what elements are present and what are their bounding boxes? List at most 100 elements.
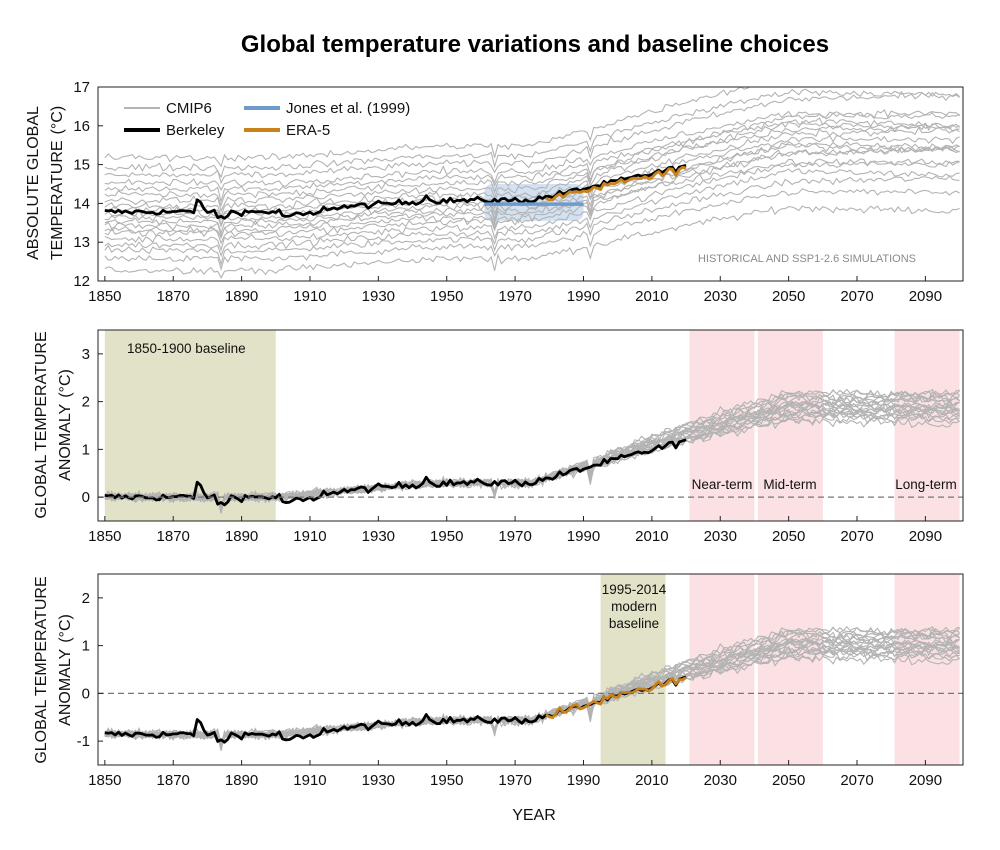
cmip6-series-17 — [104, 90, 960, 185]
x-tick-label: 1890 — [225, 528, 258, 545]
axes-frame — [97, 86, 964, 282]
y-tick-label: 2 — [82, 394, 90, 411]
y-tick-label: 12 — [73, 273, 90, 290]
x-tick-label: 1870 — [157, 288, 190, 305]
x-tick-label: 1970 — [498, 528, 531, 545]
term-shade-2 — [894, 574, 960, 765]
cmip6-series-3 — [104, 168, 960, 258]
x-tick-label: 1910 — [293, 528, 326, 545]
y-tick-label: 0 — [82, 489, 90, 506]
y-axis-label-line1: ABSOLUTE GLOBAL — [25, 106, 42, 260]
era5-series — [545, 676, 687, 720]
berkeley-series — [104, 438, 687, 507]
x-tick-label: 1890 — [225, 288, 258, 305]
legend-label-jones: Jones et al. (1999) — [286, 100, 410, 117]
x-tick-label: 1910 — [293, 288, 326, 305]
cmip6-series-2 — [104, 175, 960, 267]
x-tick-label: 2030 — [704, 528, 737, 545]
near-term-label: Near-term — [692, 477, 753, 492]
cmip6-series-19 — [104, 87, 751, 168]
x-tick-label: 1990 — [567, 288, 600, 305]
tick-labels: 1850 1870 1890 1910 1930 1950 1970 1990 2010 2030… — [73, 79, 942, 305]
era5-series — [545, 165, 687, 202]
modern-baseline-label-line2: modern — [611, 599, 657, 614]
x-tick-label: 2010 — [635, 528, 668, 545]
tick-labels: 1850 1870 1890 1910 1930 1950 1970 1990 2010 2030… — [77, 590, 942, 789]
simulation-note: HISTORICAL AND SSP1-2.6 SIMULATIONS — [698, 253, 916, 265]
x-tick-label: 2070 — [840, 772, 873, 789]
x-tick-label: 1870 — [157, 528, 190, 545]
shaded-regions — [104, 330, 960, 521]
x-tick-label: 2090 — [909, 772, 942, 789]
x-tick-label: 2090 — [909, 288, 942, 305]
y-tick-label: 16 — [73, 118, 90, 135]
x-tick-label: 1950 — [430, 772, 463, 789]
mid-term-label: Mid-term — [763, 477, 816, 492]
baseline-label: 1850-1900 baseline — [127, 341, 246, 356]
cmip6-series-6 — [104, 141, 960, 240]
x-tick-label: 1890 — [225, 772, 258, 789]
x-tick-label: 1930 — [362, 772, 395, 789]
cmip6-series-1 — [104, 188, 960, 271]
y-tick-label: 14 — [73, 195, 90, 212]
x-tick-label: 1930 — [362, 288, 395, 305]
cmip6-series-4 — [104, 160, 960, 252]
observation-lines — [104, 675, 687, 744]
plot-border — [97, 329, 964, 522]
y-axis-label-line2: ANOMALY(°C) — [57, 614, 74, 726]
cmip6-series-11 — [104, 631, 960, 748]
y-axis-label-line2: ANOMALY(°C) — [57, 369, 74, 481]
x-tick-label: 2050 — [772, 528, 805, 545]
x-tick-label: 2070 — [840, 288, 873, 305]
y-tick-label: 0 — [82, 685, 90, 702]
chart-title: Global temperature variations and baseli… — [241, 31, 829, 58]
cmip6-series-7 — [104, 158, 960, 238]
y-tick-label: -1 — [77, 733, 90, 750]
x-tick-label: 2010 — [635, 288, 668, 305]
y-tick-label: 3 — [82, 346, 90, 363]
cmip6-series-18 — [104, 88, 960, 179]
x-tick-label: 1910 — [293, 772, 326, 789]
x-tick-label: 2070 — [840, 528, 873, 545]
x-tick-label: 1990 — [567, 772, 600, 789]
modern-baseline-label-line3: baseline — [609, 616, 659, 631]
cmip6-series-0 — [104, 654, 960, 746]
term-shade-1 — [757, 330, 823, 521]
x-tick-label: 2030 — [704, 288, 737, 305]
observation-lines — [104, 164, 687, 220]
baseline-shade — [104, 330, 276, 521]
y-tick-label: 1 — [82, 638, 90, 655]
y-axis-label-line2: TEMPERATURE(°C) — [49, 106, 66, 260]
panel-anomaly-1850-1900: 1850 1870 1890 1910 1930 1950 1970 1990 2010 2030… — [33, 329, 964, 545]
x-tick-label: 2050 — [772, 288, 805, 305]
y-axis-label-line1: GLOBAL TEMPERATURE — [33, 331, 50, 518]
axes-frame — [97, 573, 964, 766]
berkeley-series — [104, 164, 687, 220]
axes-frame — [97, 329, 964, 522]
cmip6-lines — [104, 87, 960, 279]
x-tick-label: 2090 — [909, 528, 942, 545]
legend-label-era5: ERA-5 — [286, 122, 330, 139]
x-tick-label: 1970 — [498, 288, 531, 305]
legend: CMIP6 Berkeley Jones et al. (1999) ERA-5 — [124, 100, 410, 139]
tick-labels: 1850 1870 1890 1910 1930 1950 1970 1990 2010 2030… — [82, 346, 942, 545]
plot-border — [97, 573, 964, 766]
x-tick-label: 1970 — [498, 772, 531, 789]
y-tick-label: 17 — [73, 79, 90, 96]
plot-border — [97, 86, 964, 282]
cmip6-series-14 — [104, 122, 960, 207]
y-tick-label: 2 — [82, 590, 90, 607]
x-tick-label: 1930 — [362, 528, 395, 545]
cmip6-series-16 — [104, 109, 960, 191]
modern-baseline-label-line1: 1995-2014 — [602, 582, 667, 597]
cmip6-series-18 — [104, 637, 960, 749]
x-tick-label: 2050 — [772, 772, 805, 789]
x-tick-label: 2010 — [635, 772, 668, 789]
cmip6-series-13 — [104, 626, 960, 750]
cmip6-series-9 — [104, 141, 960, 229]
cmip6-lines — [104, 625, 961, 751]
baseline-shade — [600, 574, 666, 765]
cmip6-series-5 — [104, 145, 960, 245]
cmip6-series-0 — [104, 205, 960, 279]
